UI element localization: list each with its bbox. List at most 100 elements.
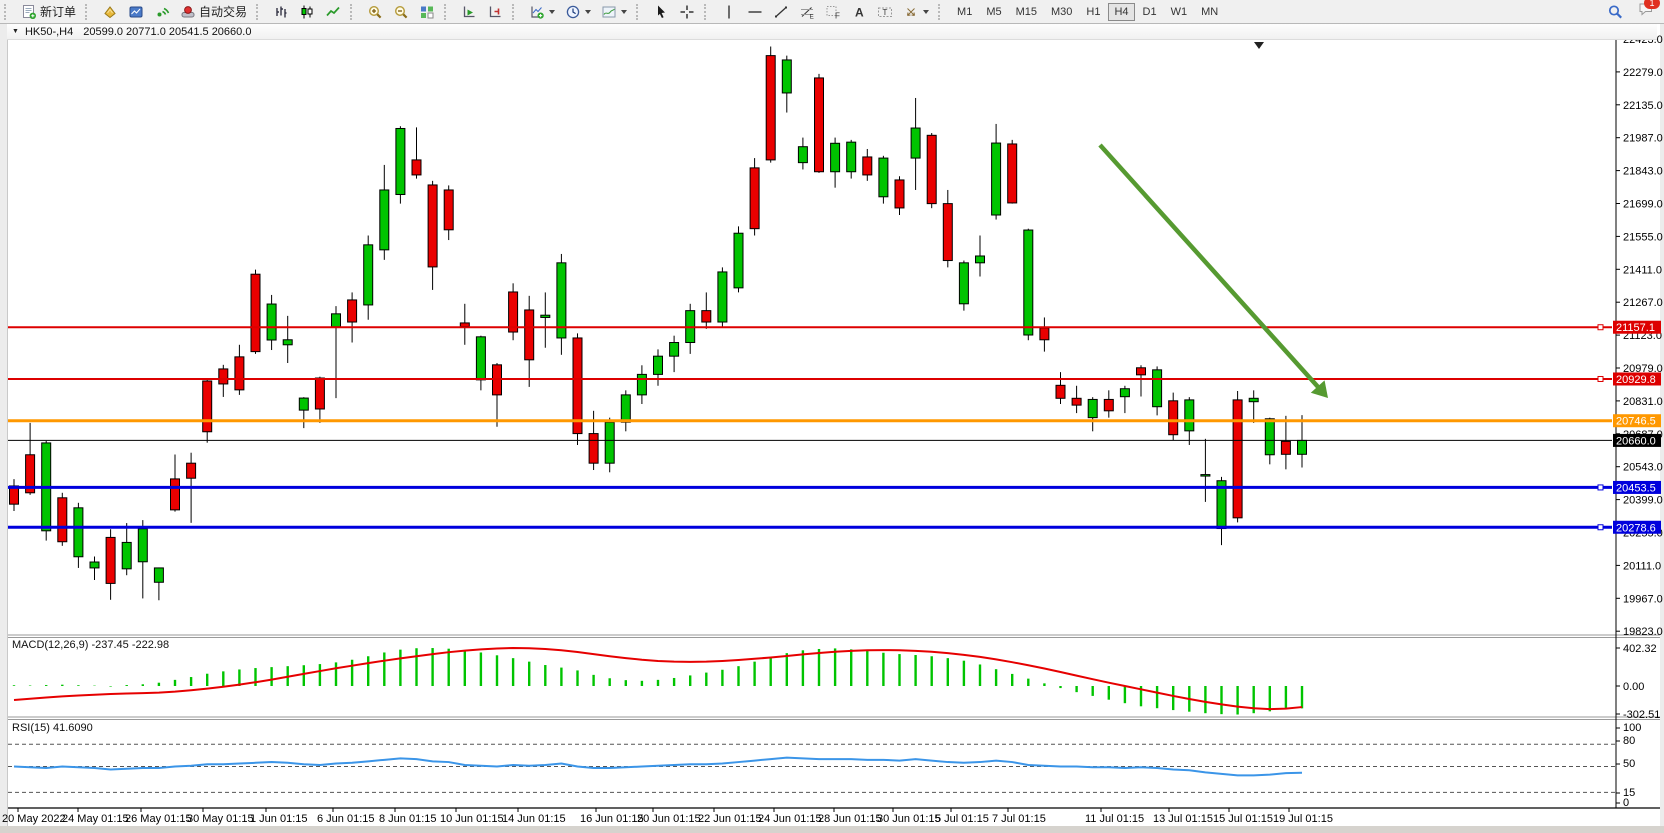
autotrade-icon [181,5,195,17]
timeframe-m1-button[interactable]: M1 [957,5,973,18]
auto-trading-button-label: 自动交易 [199,5,248,19]
candle [540,314,551,318]
gallery-icon-button[interactable] [124,0,148,24]
templates-button[interactable] [597,0,631,24]
candle [105,536,116,584]
candle [797,146,808,164]
time-axis-label: 8 Jun 01:15 [379,813,437,825]
zoom-in-button[interactable] [363,0,387,24]
tile-icon [421,6,434,18]
indicators-button[interactable] [525,0,559,24]
timeframe-m5-button[interactable]: M5 [986,5,1002,18]
timeframe-d1-button[interactable]: D1 [1142,5,1157,18]
periods-button[interactable] [561,0,595,24]
toolbar-separator [512,3,521,20]
candlestick-chart-button[interactable] [295,0,319,24]
timeframe-h4-button[interactable]: H4 [1108,2,1135,21]
toolbar-separator [4,3,13,20]
chart-shift-marker[interactable] [1254,42,1264,49]
line-handle[interactable] [1597,484,1604,491]
timeframe-m30-button[interactable]: M30 [1051,5,1073,18]
crosshair-button[interactable] [675,0,699,24]
svg-text:T: T [883,8,888,17]
price-tag [1613,480,1661,494]
candle [669,342,680,357]
time-axis-label: 20 Jun 01:15 [637,813,701,825]
timeframe-m15-button[interactable]: M15 [1015,5,1037,18]
candle [137,528,148,563]
time-axis-label: 5 Jul 01:15 [935,813,989,825]
line-handle[interactable] [1597,324,1604,331]
text-button[interactable]: A [847,0,871,24]
signal-icon-button[interactable] [150,0,174,24]
price-axis-label: 20979.0 [1623,363,1663,375]
horizontal-line-button[interactable] [743,0,767,24]
candle [733,232,744,289]
candle [250,273,261,353]
window-bottom-edge [0,826,1664,833]
texta-icon: A [855,5,864,19]
shapes-button[interactable] [899,0,933,24]
signal-icon [157,7,170,16]
price-axis-label: 20111.0 [1623,560,1661,572]
price-axis-label: 19967.0 [1623,593,1663,605]
chevron-down-icon[interactable] [923,9,930,14]
label-button[interactable]: T [873,0,897,24]
price-axis-label: 21843.0 [1623,166,1663,178]
timeframe-mn-button[interactable]: MN [1201,5,1219,18]
toolbar-separator [444,3,453,20]
search-icon [1608,4,1622,18]
clock-icon [566,5,580,18]
time-axis-label: 16 Jun 01:15 [580,813,644,825]
line-chart-button[interactable] [321,0,345,24]
candle [1248,397,1259,403]
candle [218,368,229,385]
candle [765,55,776,161]
candle [1103,398,1114,412]
indicators-icon [531,6,544,19]
auto-trading-button[interactable]: 自动交易 [176,0,251,24]
new-order-button[interactable]: 新订单 [17,0,80,24]
line-handle[interactable] [1597,375,1604,382]
vertical-line-button[interactable] [717,0,741,24]
price-tag-label: 20278.6 [1616,522,1656,534]
collapse-icon[interactable]: ▼ [12,28,19,35]
chevron-down-icon[interactable] [585,9,592,14]
candle [314,377,325,410]
candle [411,159,422,176]
price-axis-label: 21267.0 [1623,297,1663,309]
candle [556,262,567,339]
timeframe-h1-button[interactable]: H1 [1086,5,1101,18]
chart-window-title: ▼ HK50-,H4 20599.0 20771.0 20541.5 20660… [7,24,1657,40]
search-button[interactable] [1603,0,1627,24]
chevron-down-icon[interactable] [549,9,556,14]
timeframe-w1-button[interactable]: W1 [1170,5,1188,18]
cursor-button[interactable] [649,0,673,24]
zoom-out-button[interactable] [389,0,413,24]
rsi-line [13,756,1303,777]
gridf-icon: F [826,5,840,20]
time-axis-label: 24 Jun 01:15 [758,813,822,825]
fibo-icon: E [801,6,815,20]
trend-arrow-annotation[interactable] [1098,143,1321,390]
candle [170,478,180,511]
channel-button[interactable]: F [821,0,845,24]
candle [153,567,164,583]
bar-chart-button[interactable] [269,0,293,24]
line-handle[interactable] [1597,524,1604,531]
gold-icon-button[interactable] [98,0,122,24]
candle [636,373,647,396]
candle [717,271,728,323]
fibonacci-button[interactable]: E [795,0,819,24]
notifications-button[interactable]: 1 [1638,0,1660,22]
tile-windows-button[interactable] [415,0,439,24]
candle [1007,143,1018,204]
chevron-down-icon[interactable] [621,9,628,14]
trendline-button[interactable] [769,0,793,24]
candle [991,142,1002,216]
candle [363,244,374,306]
chart-symbol-period: HK50-,H4 [24,25,74,38]
auto-scroll-button[interactable] [457,0,481,24]
chart-shift-button[interactable] [483,0,507,24]
